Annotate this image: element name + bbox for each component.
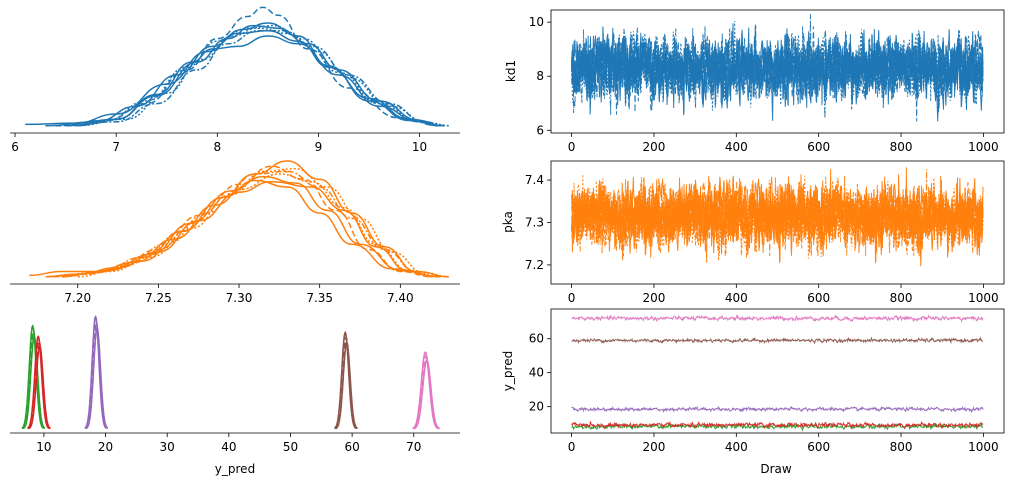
y-pred-density-panel: 10 20 30 40 50 60 70 y_pred	[10, 315, 460, 476]
y-tick-label: 20	[529, 400, 544, 414]
x-tick-label: 7.40	[387, 291, 414, 305]
pka-trace-lines	[571, 167, 984, 267]
x-tick-label: 20	[98, 440, 113, 454]
y-pred-trace-chain-3	[571, 405, 984, 414]
y-tick-label: 7.2	[525, 258, 544, 272]
kd1-density-x-ticks: 6 7 8 9 10	[11, 133, 427, 154]
y-tick-label: 6	[536, 123, 544, 137]
y-tick-label: 40	[529, 366, 544, 380]
x-tick-label: 60	[344, 440, 359, 454]
kd1-trace-panel: 0 200 400 600 800 1000 6 8 10 kd1	[504, 9, 1005, 154]
x-tick-label: 10	[412, 140, 427, 154]
x-tick-label: 200	[643, 291, 666, 305]
pka-density-panel: 7.20 7.25 7.30 7.35 7.40	[10, 160, 460, 305]
y-pred-trace-panel: 0 200 400 600 800 1000 20 40 60 y_pred Draw	[501, 308, 1005, 476]
x-tick-label: 800	[890, 291, 913, 305]
pka-density-chain-6	[61, 160, 449, 278]
pka-trace-ylabel: pka	[501, 211, 515, 233]
y-pred-density-curve	[22, 334, 46, 430]
kd1-trace-y-ticks: 6 8 10	[529, 15, 551, 137]
y-pred-density-curve	[28, 344, 51, 430]
x-tick-label: 400	[725, 291, 748, 305]
kd1-density-curves	[25, 6, 450, 127]
pka-density-curves	[29, 160, 449, 278]
pka-trace-y-ticks: 7.2 7.3 7.4	[525, 173, 551, 272]
y-tick-label: 7.4	[525, 173, 544, 187]
y-pred-trace-ylabel: y_pred	[501, 351, 515, 391]
kd1-trace-chain-8	[571, 28, 984, 111]
x-tick-label: 9	[315, 140, 323, 154]
y-pred-trace-x-ticks: 0 200 400 600 800 1000	[568, 433, 999, 454]
x-tick-label: 1000	[968, 291, 999, 305]
x-tick-label: 7.20	[64, 291, 91, 305]
kd1-density-panel: 6 7 8 9 10	[10, 6, 460, 154]
x-tick-label: 200	[643, 140, 666, 154]
y-pred-trace-chain-1	[571, 422, 984, 432]
x-tick-label: 800	[890, 140, 913, 154]
kd1-trace-x-ticks: 0 200 400 600 800 1000	[568, 133, 999, 154]
pka-trace-panel: 0 200 400 600 800 1000 7.2 7.3 7.4 pka	[501, 160, 1005, 305]
pka-density-x-ticks: 7.20 7.25 7.30 7.35 7.40	[64, 284, 414, 305]
pka-density-chain-8	[77, 168, 449, 278]
x-tick-label: 70	[406, 440, 421, 454]
y-pred-density-curves	[21, 315, 440, 430]
y-pred-trace-chain-5	[571, 313, 984, 324]
x-tick-label: 50	[283, 440, 298, 454]
y-pred-trace-chain-2	[571, 420, 984, 430]
x-tick-label: 30	[160, 440, 175, 454]
y-pred-density-curve	[27, 339, 51, 430]
x-tick-label: 7	[112, 140, 120, 154]
y-tick-label: 8	[536, 69, 544, 83]
x-tick-label: 10	[36, 440, 51, 454]
y-pred-density-xlabel: y_pred	[215, 462, 255, 476]
x-tick-label: 7.35	[306, 291, 333, 305]
x-tick-label: 800	[890, 440, 913, 454]
y-tick-label: 7.3	[525, 216, 544, 230]
x-tick-label: 400	[725, 140, 748, 154]
kd1-trace-ylabel: kd1	[504, 60, 518, 82]
y-tick-label: 60	[529, 332, 544, 346]
y-pred-trace-lines	[571, 313, 984, 432]
x-tick-label: 0	[568, 440, 576, 454]
x-tick-label: 600	[807, 140, 830, 154]
x-tick-label: 8	[213, 140, 221, 154]
y-pred-density-curve	[413, 358, 440, 430]
x-tick-label: 7.25	[145, 291, 172, 305]
y-pred-trace-y-ticks: 20 40 60	[529, 332, 551, 414]
x-tick-label: 600	[807, 291, 830, 305]
x-tick-label: 1000	[968, 140, 999, 154]
kd1-density-chain-7	[65, 30, 445, 127]
x-tick-label: 6	[11, 140, 19, 154]
pka-density-chain-5	[53, 173, 441, 278]
pka-density-chain-4	[45, 181, 433, 278]
x-tick-label: 0	[568, 140, 576, 154]
y-pred-density-x-ticks: 10 20 30 40 50 60 70	[36, 433, 421, 454]
kd1-trace-chain-7	[571, 14, 984, 119]
x-tick-label: 200	[643, 440, 666, 454]
x-tick-label: 400	[725, 440, 748, 454]
kd1-density-chain-5	[55, 24, 445, 127]
x-tick-label: 1000	[968, 440, 999, 454]
kd1-trace-lines	[571, 14, 984, 122]
x-tick-label: 7.30	[226, 291, 253, 305]
y-pred-trace-frame	[550, 308, 1005, 434]
kd1-density-chain-3	[55, 6, 440, 127]
y-tick-label: 10	[529, 15, 544, 29]
kd1-density-chain-8	[75, 27, 450, 127]
pka-trace-x-ticks: 0 200 400 600 800 1000	[568, 284, 999, 305]
x-tick-label: 0	[568, 291, 576, 305]
y-pred-density-curve	[335, 340, 358, 430]
x-tick-label: 40	[221, 440, 236, 454]
kd1-density-chain-1	[25, 30, 445, 127]
y-pred-trace-chain-4	[571, 336, 984, 345]
y-pred-density-curve	[85, 326, 109, 430]
pka-density-chain-1	[29, 179, 441, 278]
y-pred-trace-xlabel: Draw	[760, 462, 792, 476]
kd1-trace-frame	[550, 9, 1005, 134]
x-tick-label: 600	[807, 440, 830, 454]
kd1-density-chain-4	[65, 35, 440, 127]
kd1-density-chain-6	[75, 24, 440, 127]
